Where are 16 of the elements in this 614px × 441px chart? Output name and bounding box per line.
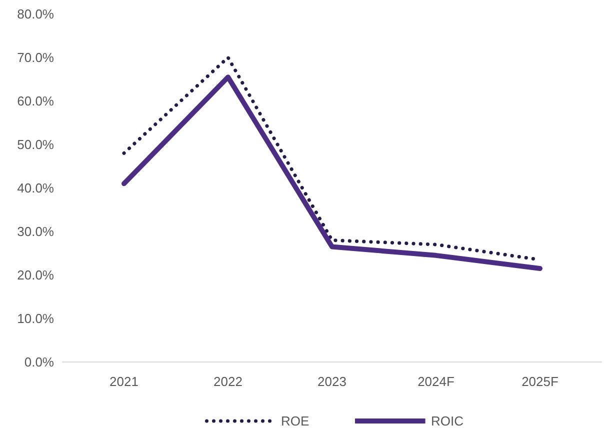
- x-tick-label: 2024F: [418, 374, 454, 389]
- x-tick-label: 2022: [214, 374, 242, 389]
- y-tick-label: 50.0%: [17, 137, 54, 152]
- x-tick-label: 2021: [110, 374, 138, 389]
- y-tick-label: 30.0%: [17, 224, 54, 240]
- y-tick-label: 40.0%: [17, 180, 54, 196]
- y-tick-label: 10.0%: [17, 311, 54, 326]
- x-tick-label: 2023: [318, 374, 346, 389]
- x-tick-label: 2025F: [522, 374, 558, 389]
- y-tick-label: 80.0%: [17, 6, 54, 22]
- y-tick-label: 0.0%: [24, 354, 54, 370]
- y-tick-label: 60.0%: [17, 94, 54, 109]
- y-tick-label: 20.0%: [17, 268, 54, 283]
- y-tick-label: 70.0%: [17, 50, 54, 66]
- legend-label: ROE: [281, 414, 310, 429]
- legend-label: ROIC: [431, 414, 464, 429]
